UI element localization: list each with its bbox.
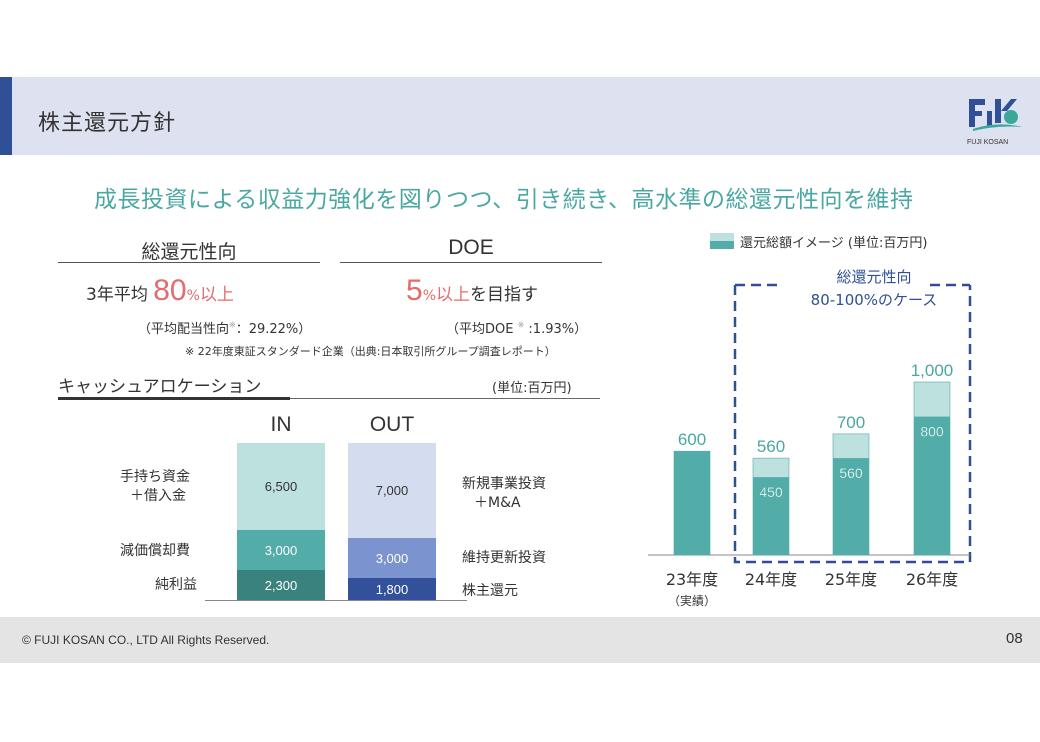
out-label: OUT bbox=[369, 413, 415, 436]
label-new-business-line2: ＋M&A bbox=[474, 494, 521, 511]
svg-text:FUJI KOSAN: FUJI KOSAN bbox=[967, 139, 1008, 146]
bar-lower-1 bbox=[753, 477, 789, 555]
in-label: IN bbox=[270, 413, 292, 436]
payout-note-mark: ※ bbox=[229, 320, 236, 330]
fk-logo-icon: FUJI KOSAN bbox=[967, 99, 1023, 146]
payout-value: 80 bbox=[153, 274, 187, 307]
in-segment-net-income: 2,300 bbox=[237, 570, 325, 600]
in-segment-cash-borrowing: 6,500 bbox=[237, 443, 325, 530]
label-cash-borrowing: 手持ち資金 ＋借入金 bbox=[120, 468, 190, 506]
doe-note-value: :1.93%） bbox=[524, 322, 588, 337]
category-label-3: 26年度 bbox=[906, 570, 958, 589]
copyright: © FUJI KOSAN CO., LTD All Rights Reserve… bbox=[22, 633, 270, 647]
bar-lower-2 bbox=[833, 458, 869, 555]
bar-lower-label-1: 450 bbox=[759, 484, 783, 500]
cash-allocation-rule bbox=[290, 398, 600, 399]
label-cash-borrowing-line1: 手持ち資金 bbox=[120, 469, 190, 485]
payout-rule bbox=[58, 262, 320, 263]
out-segment-new-business: 7,000 bbox=[348, 443, 436, 538]
cash-allocation-unit: (単位:百万円) bbox=[492, 381, 572, 396]
cash-allocation-title-underline bbox=[58, 397, 290, 400]
doe-note: （平均DOE ※ :1.93%） bbox=[446, 318, 587, 337]
company-logo: FUJI KOSAN bbox=[965, 93, 1027, 147]
title-bar bbox=[0, 77, 1040, 155]
cash-allocation-title: キャッシュアロケーション bbox=[58, 377, 262, 397]
in-segment-depreciation: 3,000 bbox=[237, 530, 325, 570]
label-shareholder-return: 株主還元 bbox=[462, 583, 518, 599]
bar-lower-3 bbox=[914, 416, 950, 555]
doe-suffix: を目指す bbox=[470, 285, 538, 305]
payout-note-text: （平均配当性向 bbox=[138, 322, 230, 337]
shareholder-return-chart: 還元総額イメージ (単位:百万円) 総還元性向 80-100%のケース 600 2… bbox=[648, 233, 972, 608]
headline: 成長投資による収益力強化を図りつつ、引き続き、高水準の総還元性向を維持 bbox=[94, 187, 914, 213]
annotation-line1: 総還元性向 bbox=[836, 268, 911, 286]
footer-bar bbox=[0, 617, 1040, 663]
category-label-1: 24年度 bbox=[745, 570, 797, 589]
bar-total-label-0: 600 bbox=[678, 430, 706, 449]
footnote: ※ 22年度東証スタンダード企業（出典:日本取引所グループ調査レポート） bbox=[185, 345, 556, 358]
doe-title: DOE bbox=[448, 236, 494, 259]
out-segment-shareholder-return: 1,800 bbox=[348, 578, 436, 600]
label-maintenance: 維持更新投資 bbox=[462, 550, 546, 566]
doe-note-text: （平均DOE bbox=[446, 322, 518, 337]
label-depreciation: 減価償却費 bbox=[120, 543, 190, 559]
category-label-2: 25年度 bbox=[825, 570, 877, 589]
legend-swatch-upper bbox=[710, 233, 734, 241]
title-accent-bar bbox=[0, 77, 12, 155]
doe-target: 5%以上を目指す bbox=[406, 274, 538, 308]
label-new-business-line1: 新規事業投資 bbox=[462, 476, 546, 492]
label-new-business: 新規事業投資 ＋M&A bbox=[462, 475, 546, 513]
bar-lower-label-2: 560 bbox=[839, 465, 863, 481]
payout-prefix: 3年平均 bbox=[86, 285, 154, 305]
doe-percent: % bbox=[422, 288, 436, 304]
doe-rule bbox=[340, 262, 602, 263]
bar-total-label-3: 1,000 bbox=[911, 361, 954, 380]
bar-total-label-2: 700 bbox=[837, 413, 865, 432]
category-sublabel-0: （実績） bbox=[668, 593, 716, 608]
page-title: 株主還元方針 bbox=[38, 111, 177, 136]
payout-note: （平均配当性向※：29.22%） bbox=[138, 318, 311, 337]
bar-lower-0 bbox=[674, 451, 710, 555]
doe-note-mark: ※ bbox=[517, 320, 525, 330]
payout-percent: % bbox=[186, 288, 200, 304]
label-net-income: 純利益 bbox=[155, 577, 197, 593]
label-cash-borrowing-line2: ＋借入金 bbox=[130, 487, 186, 504]
payout-note-value: ：29.22%） bbox=[235, 322, 312, 337]
legend-swatch-lower bbox=[710, 241, 734, 249]
doe-value: 5 bbox=[406, 274, 423, 307]
payout-suffix: 以上 bbox=[199, 285, 234, 305]
out-segment-maintenance: 3,000 bbox=[348, 538, 436, 578]
bar-total-label-1: 560 bbox=[757, 437, 785, 456]
payout-target: 3年平均 80%以上 bbox=[86, 274, 234, 308]
page-number: 08 bbox=[1006, 630, 1023, 647]
legend-label: 還元総額イメージ (単位:百万円) bbox=[740, 235, 927, 251]
bar-lower-label-3: 800 bbox=[920, 424, 944, 440]
cash-allocation-baseline bbox=[205, 600, 467, 601]
category-label-0: 23年度 bbox=[666, 570, 718, 589]
payout-title: 総還元性向 bbox=[141, 241, 237, 263]
doe-suffix-red: 以上 bbox=[436, 285, 470, 305]
annotation-line2: 80-100%のケース bbox=[811, 291, 938, 309]
